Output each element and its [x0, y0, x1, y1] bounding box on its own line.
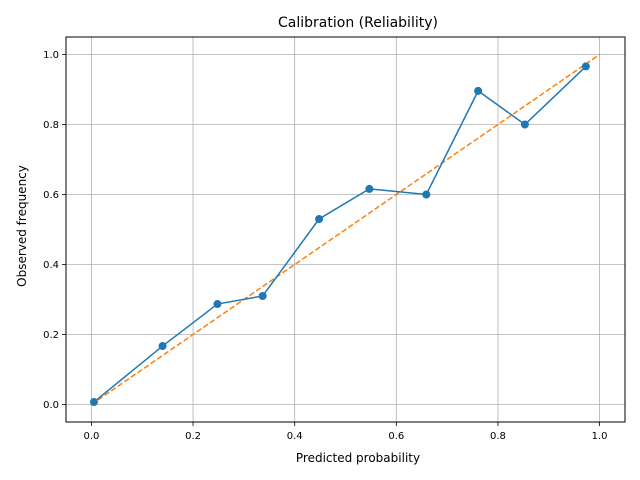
x-tick-label-4: 0.8	[490, 431, 506, 442]
calibration-point-2	[213, 300, 222, 309]
calibration-point-3	[258, 292, 267, 300]
calibration-point-4	[315, 215, 324, 223]
x-tick-label-5: 1.0	[592, 431, 608, 442]
calibration-point-8	[520, 120, 529, 129]
calibration-point-9	[581, 62, 590, 71]
perfect-calibration-line	[90, 53, 601, 406]
calibration-point-1	[158, 342, 167, 351]
calibration-point-5	[365, 184, 374, 193]
x-tick-label-1: 0.2	[185, 431, 201, 442]
calibration-curve-line	[93, 65, 587, 403]
y-tick-label-2: 0.4	[43, 260, 59, 271]
y-tick-label-3: 0.6	[43, 190, 59, 201]
y-tick-label-0: 0.0	[43, 400, 59, 411]
y-tick-label-1: 0.2	[43, 330, 59, 341]
axis-ticks: 0.0 0.2 0.4 0.6 0.8 1.0 0.0 0.2 0.4 0.6 0.8 1.0	[43, 50, 607, 442]
x-tick-label-2: 0.4	[287, 431, 303, 442]
calibration-point-0	[89, 398, 98, 407]
y-axis-label: Observed frequency	[15, 165, 29, 287]
calibration-point-7	[474, 86, 483, 95]
grid-lines	[66, 37, 625, 422]
y-tick-label-4: 0.8	[43, 120, 59, 131]
axes-frame	[65, 36, 626, 423]
x-tick-label-3: 0.6	[388, 431, 404, 442]
calibration-point-6	[422, 190, 431, 199]
chart-title: Calibration (Reliability)	[278, 15, 438, 31]
plot-area	[89, 53, 601, 407]
x-axis-label: Predicted probability	[296, 451, 420, 465]
x-tick-label-0: 0.0	[83, 431, 99, 442]
y-tick-label-5: 1.0	[43, 50, 59, 61]
